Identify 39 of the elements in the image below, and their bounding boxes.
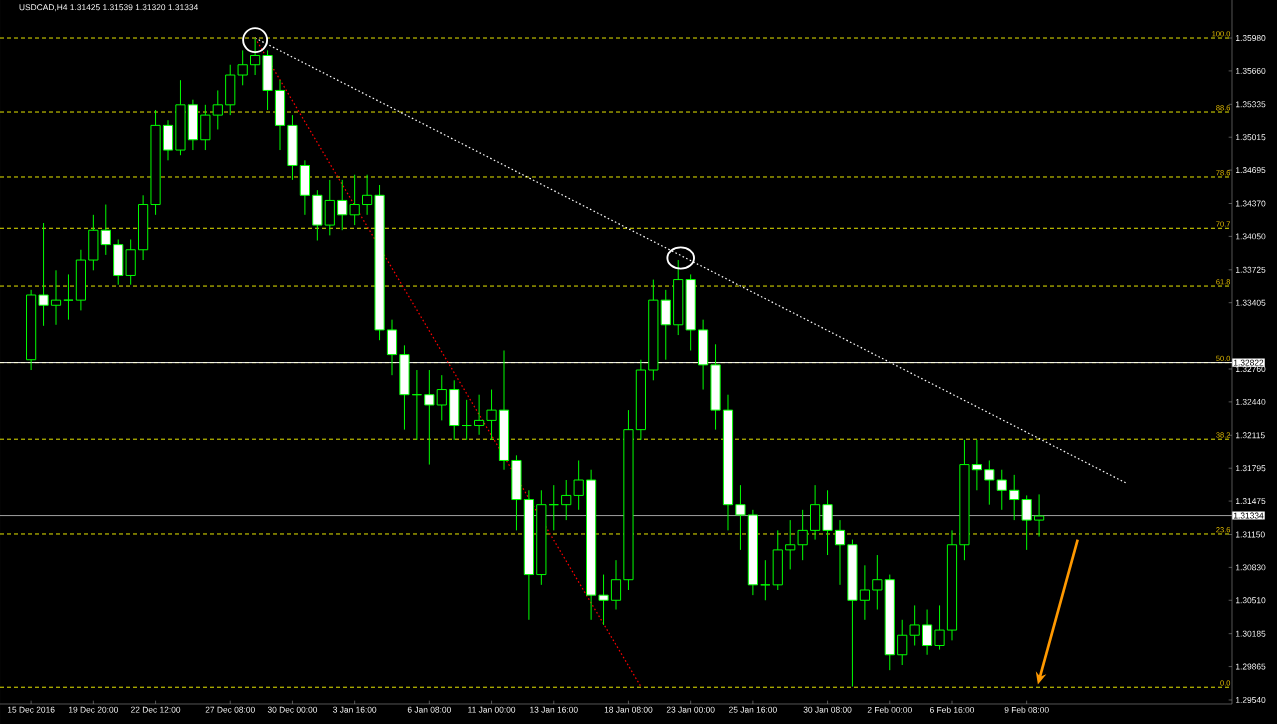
x-tick-label: 9 Feb 08:00 [1004, 706, 1049, 713]
x-tick-label: 19 Dec 20:00 [69, 706, 118, 713]
y-tick-label: 1.35660 [1236, 67, 1266, 74]
y-tick-label: 1.32115 [1236, 432, 1265, 439]
x-tick-label: 25 Jan 16:00 [729, 706, 777, 713]
chart-title: USDCAD,H4 1.31425 1.31539 1.31320 1.31334 [19, 4, 198, 12]
y-tick-label: 1.29865 [1236, 663, 1266, 670]
x-tick-label: 30 Dec 00:00 [267, 706, 318, 713]
y-tick-label: 1.34050 [1236, 233, 1266, 240]
x-tick-label: 6 Feb 16:00 [929, 706, 975, 713]
y-tick-label: 1.35980 [1236, 35, 1266, 41]
y-tick-label: 1.30510 [1236, 597, 1266, 604]
y-tick-label: 1.32760 [1236, 366, 1266, 372]
y-tick-label: 1.34695 [1236, 167, 1266, 174]
y-tick-label: 1.35015 [1236, 134, 1266, 141]
x-tick-label: 6 Jan 08:00 [407, 706, 451, 713]
y-tick-label: 1.31795 [1236, 465, 1266, 472]
ref-line-label: 1.31334 [1233, 512, 1264, 519]
x-tick-label: 23 Jan 00:00 [666, 706, 715, 713]
y-tick-label: 1.35335 [1236, 101, 1266, 108]
y-tick-label: 1.33725 [1236, 266, 1266, 273]
ref-line-label: 1.32822 [1233, 359, 1264, 366]
x-tick-label: 2 Feb 00:00 [867, 706, 912, 713]
x-tick-label: 15 Dec 2016 [7, 706, 55, 713]
x-tick-label: 11 Jan 00:00 [468, 706, 516, 713]
y-tick-label: 1.31475 [1236, 498, 1266, 505]
y-tick-label: 1.33405 [1236, 299, 1266, 306]
x-tick-label: 30 Jan 08:00 [803, 706, 852, 713]
y-tick-label: 1.30830 [1236, 564, 1266, 571]
x-tick-label: 22 Dec 12:00 [131, 706, 181, 713]
x-tick-label: 3 Jan 16:00 [333, 706, 377, 713]
x-tick-label: 18 Jan 08:00 [604, 706, 653, 713]
x-tick-label: 13 Jan 16:00 [530, 706, 578, 713]
x-tick-label: 27 Dec 08:00 [205, 706, 255, 713]
y-tick-label: 1.29540 [1236, 696, 1266, 703]
y-tick-label: 1.30185 [1236, 630, 1266, 637]
y-tick-label: 1.32440 [1236, 398, 1266, 405]
y-tick-label: 1.34370 [1236, 200, 1266, 207]
y-tick-label: 1.31150 [1236, 531, 1265, 538]
